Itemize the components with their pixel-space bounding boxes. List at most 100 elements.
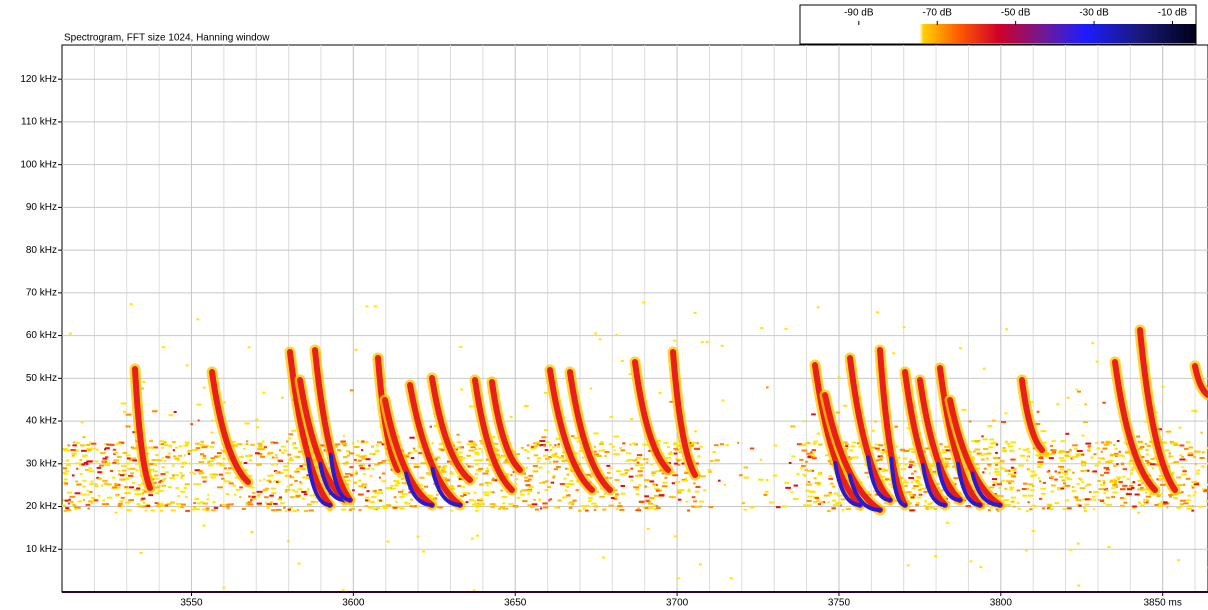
noise (742, 502, 746, 505)
noise (807, 480, 811, 483)
noise (888, 483, 894, 486)
noise (490, 436, 496, 439)
noise (254, 418, 259, 421)
noise (828, 475, 832, 478)
noise (459, 457, 466, 460)
noise (470, 440, 476, 443)
noise (649, 496, 654, 499)
noise (849, 458, 852, 461)
noise (636, 454, 643, 457)
noise (375, 506, 381, 509)
noise (157, 503, 164, 506)
noise (262, 489, 268, 492)
noise (943, 445, 950, 448)
noise (1022, 482, 1028, 485)
noise (951, 465, 956, 468)
noise (655, 470, 660, 473)
noise (89, 470, 95, 473)
noise (498, 507, 502, 510)
noise (163, 477, 167, 480)
noise (471, 537, 475, 540)
noise (1100, 457, 1105, 460)
noise (1149, 493, 1154, 496)
noise (1071, 456, 1078, 459)
noise (129, 459, 132, 462)
call (1019, 377, 1045, 453)
noise (492, 477, 495, 480)
noise (75, 462, 81, 465)
noise (385, 504, 392, 507)
noise (902, 326, 906, 329)
noise (1116, 454, 1121, 457)
noise (1119, 504, 1125, 507)
noise (89, 447, 96, 450)
noise (210, 457, 215, 460)
noise (129, 303, 133, 306)
noise (805, 489, 810, 492)
noise (894, 425, 898, 428)
noise (1190, 485, 1196, 488)
noise (1074, 447, 1078, 450)
noise (832, 503, 839, 506)
noise (918, 493, 923, 496)
noise (696, 442, 699, 445)
noise (484, 494, 490, 497)
noise (217, 486, 223, 489)
noise (1129, 472, 1134, 475)
noise (1081, 481, 1085, 484)
noise (614, 453, 620, 456)
noise (814, 497, 820, 500)
noise (1080, 453, 1085, 456)
noise (1122, 484, 1128, 487)
noise (294, 470, 297, 473)
noise (524, 479, 530, 482)
noise (589, 387, 593, 390)
noise (281, 451, 285, 454)
noise (65, 459, 69, 462)
noise (909, 494, 913, 497)
noise (558, 456, 565, 459)
noise (257, 448, 263, 451)
noise (929, 501, 934, 504)
noise (1113, 478, 1117, 481)
noise (306, 503, 312, 506)
noise (102, 457, 108, 460)
noise (1050, 490, 1055, 493)
noise (554, 444, 557, 447)
noise (973, 463, 979, 466)
noise (523, 405, 529, 408)
noise (208, 464, 214, 467)
noise (530, 447, 536, 450)
noise (149, 440, 154, 443)
noise (644, 485, 647, 488)
noise (124, 501, 131, 504)
noise (1204, 489, 1208, 492)
noise (672, 471, 676, 474)
noise (86, 447, 90, 450)
noise (120, 496, 125, 499)
noise (1066, 468, 1072, 471)
noise (828, 493, 833, 496)
noise (1149, 463, 1156, 466)
noise (630, 467, 634, 470)
noise (807, 454, 812, 457)
noise (136, 487, 141, 490)
call (847, 355, 893, 503)
noise (90, 502, 94, 505)
noise (353, 446, 360, 449)
noise (196, 318, 200, 321)
noise (800, 467, 803, 470)
noise (122, 451, 128, 454)
noise (1142, 488, 1148, 491)
noise (1083, 507, 1087, 510)
noise (273, 470, 278, 473)
noise (479, 458, 484, 461)
noise (137, 484, 142, 487)
noise (988, 465, 991, 468)
noise (1027, 501, 1030, 504)
noise (965, 505, 971, 508)
noise (117, 469, 121, 472)
noise (273, 502, 278, 505)
noise (205, 509, 209, 512)
noise (1077, 390, 1082, 393)
